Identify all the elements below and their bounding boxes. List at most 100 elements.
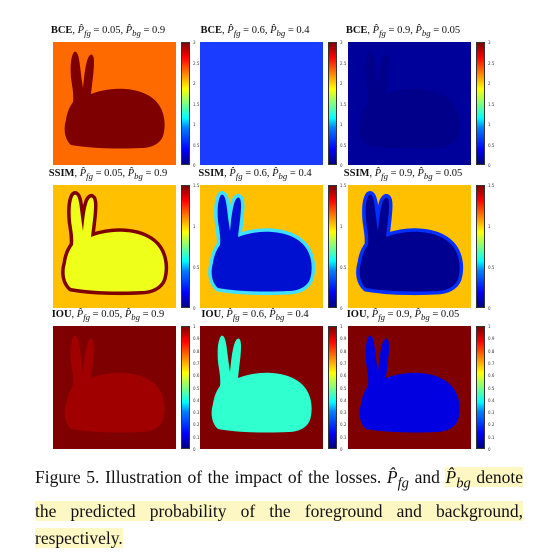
panel-iou-1: IOU, P̂fg = 0.05, P̂bg = 0.9 1 0.9 0.8 0.7 0.… [33,308,205,453]
colorbar-tick-label: 0.6 [193,373,200,379]
heatmap [348,185,471,308]
colorbar-tick-label: 1 [193,224,196,229]
panel-title: SSIM, P̂fg = 0.05, P̂bg = 0.9 [48,168,168,182]
colorbar-tick-label: 0.2 [488,422,495,428]
colorbar-tick-label: 2.5 [488,60,495,66]
colorbar-tick-label: 0.3 [340,410,347,416]
colorbar-ticks: 1 0.9 0.8 0.7 0.6 0.5 0.4 0.3 0.2 0.1 0 [340,324,352,452]
panel-title: SSIM, P̂fg = 0.6, P̂bg = 0.4 [198,168,312,182]
colorbar-tick-label: 1.5 [193,101,200,107]
colorbar-ticks: 1 0.9 0.8 0.7 0.6 0.5 0.4 0.3 0.2 0.1 0 [193,324,205,452]
caption-label: Figure 5. [35,467,100,487]
colorbar-tick-label: 2.5 [193,60,200,66]
panel-bce-2: BCE, P̂fg = 0.6, P̂bg = 0.4 3 2.5 2 1.5 1 0.5 0 [180,24,352,169]
colorbar-tick-label: 0.7 [193,360,200,366]
colorbar-tick-label: 0 [340,306,343,311]
panel-title: IOU, P̂fg = 0.6, P̂bg = 0.4 [201,309,309,323]
colorbar-tick-label: 1 [340,122,343,127]
caption-pbg-symbol: P̂bg [445,467,471,492]
colorbar-tick-label: 0.5 [488,385,495,391]
colorbar-tick-label: 0.5 [488,265,495,270]
colorbar-tick-label: 0.9 [488,336,495,342]
colorbar-tick-label: 1 [193,324,196,329]
colorbar-tick-label: 1 [193,122,196,127]
panel-title: BCE, P̂fg = 0.05, P̂bg = 0.9 [50,25,166,39]
panel-ssim-2: SSIM, P̂fg = 0.6, P̂bg = 0.4 1.5 1 0.5 0 [180,167,352,312]
heatmap [200,42,323,165]
panel-title: BCE, P̂fg = 0.6, P̂bg = 0.4 [200,25,310,39]
colorbar-tick-label: 0.3 [193,410,200,416]
caption-pfg-symbol: P̂fg [386,467,409,492]
colorbar-tick-label: 0.2 [340,422,347,428]
colorbar-ticks: 1.5 1 0.5 0 [488,183,500,311]
colorbar-tick-label: 0 [488,163,491,168]
panel-iou-2: IOU, P̂fg = 0.6, P̂bg = 0.4 1 0.9 0.8 0.7 0.6… [180,308,352,453]
colorbar [476,185,485,308]
colorbar-tick-label: 0.3 [488,410,495,416]
colorbar-ticks: 1 0.9 0.8 0.7 0.6 0.5 0.4 0.3 0.2 0.1 0 [488,324,500,452]
colorbar-tick-label: 0.4 [488,397,495,403]
colorbar-tick-label: 0.9 [193,336,200,342]
panel-ssim-1: SSIM, P̂fg = 0.05, P̂bg = 0.9 1.5 1 0.5 0 [33,167,205,312]
colorbar-tick-label: 1 [488,324,491,329]
heatmap [200,326,323,449]
colorbar-ticks: 3 2.5 2 1.5 1 0.5 0 [488,40,500,168]
colorbar-tick-label: 0 [340,447,343,452]
colorbar-tick-label: 0.4 [193,397,200,403]
colorbar [328,326,337,449]
colorbar-tick-label: 1.5 [340,183,347,188]
panel-title: IOU, P̂fg = 0.05, P̂bg = 0.9 [51,309,165,323]
colorbar-tick-label: 0.8 [340,348,347,354]
colorbar-tick-label: 2 [193,81,196,86]
colorbar-tick-label: 0.6 [488,373,495,379]
colorbar-tick-label: 0 [193,306,196,311]
colorbar-tick-label: 1 [488,224,491,229]
colorbar-tick-label: 0.5 [193,385,200,391]
colorbar [476,326,485,449]
colorbar-tick-label: 1 [340,224,343,229]
colorbar [328,185,337,308]
panel-bce-1: BCE, P̂fg = 0.05, P̂bg = 0.9 3 2.5 2 1.5 1 0.5… [33,24,205,169]
colorbar-tick-label: 0 [488,306,491,311]
colorbar-tick-label: 2 [488,81,491,86]
colorbar [181,42,190,165]
colorbar-tick-label: 1.5 [488,101,495,107]
figure-caption: Figure 5. Illustration of the impact of … [35,464,524,552]
colorbar-tick-label: 3 [340,40,343,45]
colorbar-tick-label: 0.1 [193,434,200,440]
colorbar [181,326,190,449]
colorbar-tick-label: 0.1 [488,434,495,440]
colorbar-tick-label: 0.9 [340,336,347,342]
panel-title: SSIM, P̂fg = 0.9, P̂bg = 0.05 [343,168,463,182]
colorbar-tick-label: 0.5 [193,142,200,148]
colorbar-tick-label: 0.5 [340,385,347,391]
colorbar-tick-label: 0.5 [488,142,495,148]
colorbar-tick-label: 0.7 [340,360,347,366]
colorbar-tick-label: 0.1 [340,434,347,440]
heatmap [53,185,176,308]
colorbar-tick-label: 0.8 [193,348,200,354]
colorbar-tick-label: 0 [193,447,196,452]
panel-iou-3: IOU, P̂fg = 0.9, P̂bg = 0.05 1 0.9 0.8 0.7 0.… [328,308,500,453]
colorbar-tick-label: 0.6 [340,373,347,379]
colorbar-tick-label: 1.5 [193,183,200,188]
colorbar-tick-label: 1.5 [488,183,495,188]
panel-title: BCE, P̂fg = 0.9, P̂bg = 0.05 [345,25,461,39]
colorbar-tick-label: 0.2 [193,422,200,428]
heatmap [200,185,323,308]
colorbar-tick-label: 1 [488,122,491,127]
caption-and: and [414,467,440,487]
colorbar-tick-label: 0 [488,447,491,452]
colorbar-tick-label: 3 [488,40,491,45]
colorbar-tick-label: 0.7 [488,360,495,366]
colorbar-tick-label: 0.5 [340,142,347,148]
colorbar-tick-label: 0.5 [193,265,200,270]
colorbar-tick-label: 1 [340,324,343,329]
colorbar-ticks: 3 2.5 2 1.5 1 0.5 0 [193,40,205,168]
heatmap [53,326,176,449]
panel-bce-3: BCE, P̂fg = 0.9, P̂bg = 0.05 3 2.5 2 1.5 1 0.5… [328,24,500,169]
colorbar-tick-label: 0 [340,163,343,168]
colorbar-tick-label: 2 [340,81,343,86]
heatmap [348,42,471,165]
panel-title: IOU, P̂fg = 0.9, P̂bg = 0.05 [346,309,460,323]
